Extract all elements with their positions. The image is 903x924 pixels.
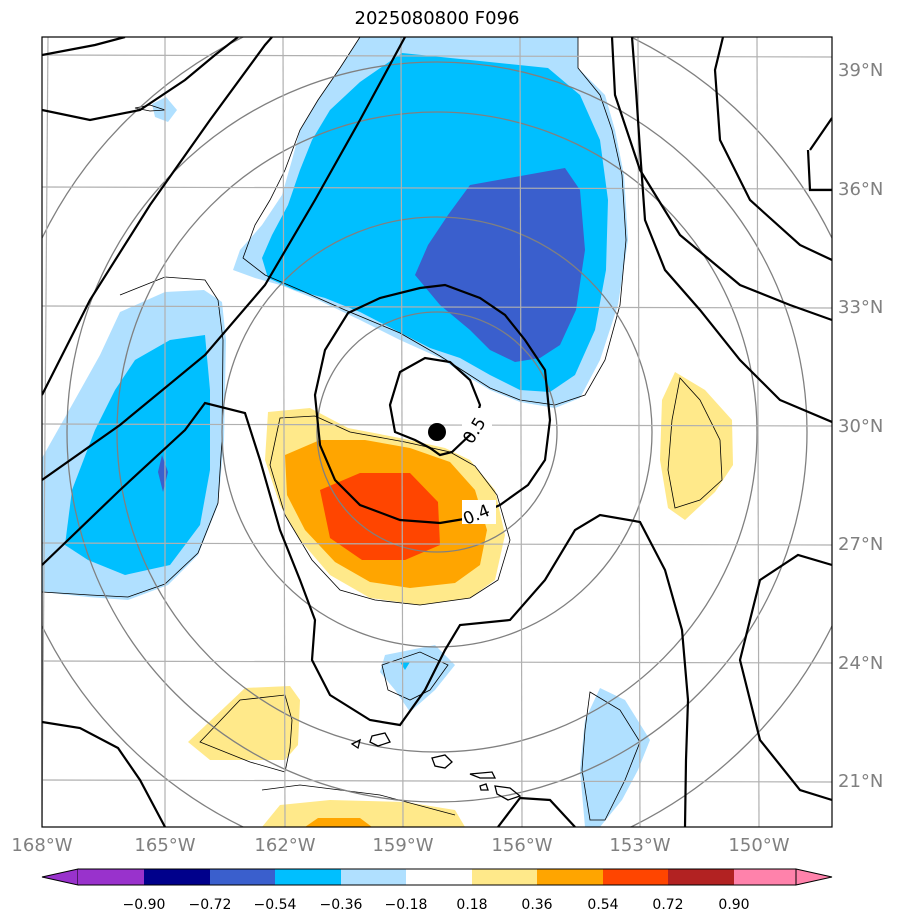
yellow-area-southwest <box>188 686 300 760</box>
blue-area-west <box>65 335 210 575</box>
colorbar-tick: −0.72 <box>189 897 232 913</box>
colorbar-extend-low <box>41 868 79 886</box>
colorbar-segment <box>78 869 144 885</box>
colorbar: −0.90 −0.72 −0.54 −0.36 −0.18 0.18 0.36 … <box>41 868 833 913</box>
lat-tick-labels: 39°N 36°N 33°N 30°N 27°N 24°N 21°N <box>838 60 883 792</box>
colorbar-extend-high <box>795 868 833 886</box>
lon-label: 156°W <box>491 835 552 856</box>
lon-label: 165°W <box>134 835 195 856</box>
colorbar-segment <box>734 869 796 885</box>
colorbar-tick: −0.36 <box>320 897 363 913</box>
colorbar-tick: 0.54 <box>587 897 618 913</box>
colorbar-segment <box>472 869 537 885</box>
colorbar-segment <box>144 869 210 885</box>
range-rings <box>42 37 832 827</box>
lat-label: 39°N <box>838 60 883 81</box>
colorbar-segment <box>537 869 603 885</box>
graticule <box>42 37 832 827</box>
colorbar-tick: 0.90 <box>718 897 749 913</box>
colorbar-tick: −0.90 <box>123 897 166 913</box>
colorbar-segment <box>668 869 734 885</box>
lon-label: 162°W <box>254 835 315 856</box>
light-blue-area-southeast <box>580 688 650 827</box>
yellow-area-south-edge <box>262 800 465 827</box>
contour-label-bg-0.5 <box>462 408 492 434</box>
lon-label: 168°W <box>11 835 72 856</box>
lat-label: 36°N <box>838 179 883 200</box>
map-frame <box>41 36 833 828</box>
lat-label: 27°N <box>838 534 883 555</box>
lat-label: 33°N <box>838 297 883 318</box>
colorbar-segment <box>603 869 668 885</box>
colorbar-tick: −0.54 <box>254 897 297 913</box>
lat-label: 24°N <box>838 653 883 674</box>
lat-label: 21°N <box>838 771 883 792</box>
coastlines <box>350 732 522 801</box>
storm-center-dot <box>428 423 446 441</box>
colorbar-segment <box>210 869 275 885</box>
colorbar-segment <box>406 869 472 885</box>
lon-label: 153°W <box>609 835 670 856</box>
lon-label: 159°W <box>372 835 433 856</box>
lon-tick-labels: 168°W 165°W 162°W 159°W 156°W 153°W 150°… <box>11 835 789 856</box>
figure-title: 2025080800 F096 <box>354 8 520 29</box>
dark-blue-area-west <box>158 455 168 492</box>
colorbar-tick: 0.18 <box>456 897 487 913</box>
lat-label: 30°N <box>838 416 883 437</box>
colorbar-tick: 0.72 <box>652 897 683 913</box>
thick-contour-lines <box>42 37 832 827</box>
map-plot-area: 0.5 0.4 <box>42 37 832 827</box>
orange-area-south-edge <box>305 818 372 827</box>
lon-label: 150°W <box>728 835 789 856</box>
colorbar-segment <box>341 869 406 885</box>
contour-label-bg-0.4 <box>462 500 496 524</box>
colorbar-tick: 0.36 <box>521 897 552 913</box>
colorbar-tick: −0.18 <box>385 897 428 913</box>
colorbar-segment <box>275 869 341 885</box>
yellow-area-east <box>660 372 733 520</box>
